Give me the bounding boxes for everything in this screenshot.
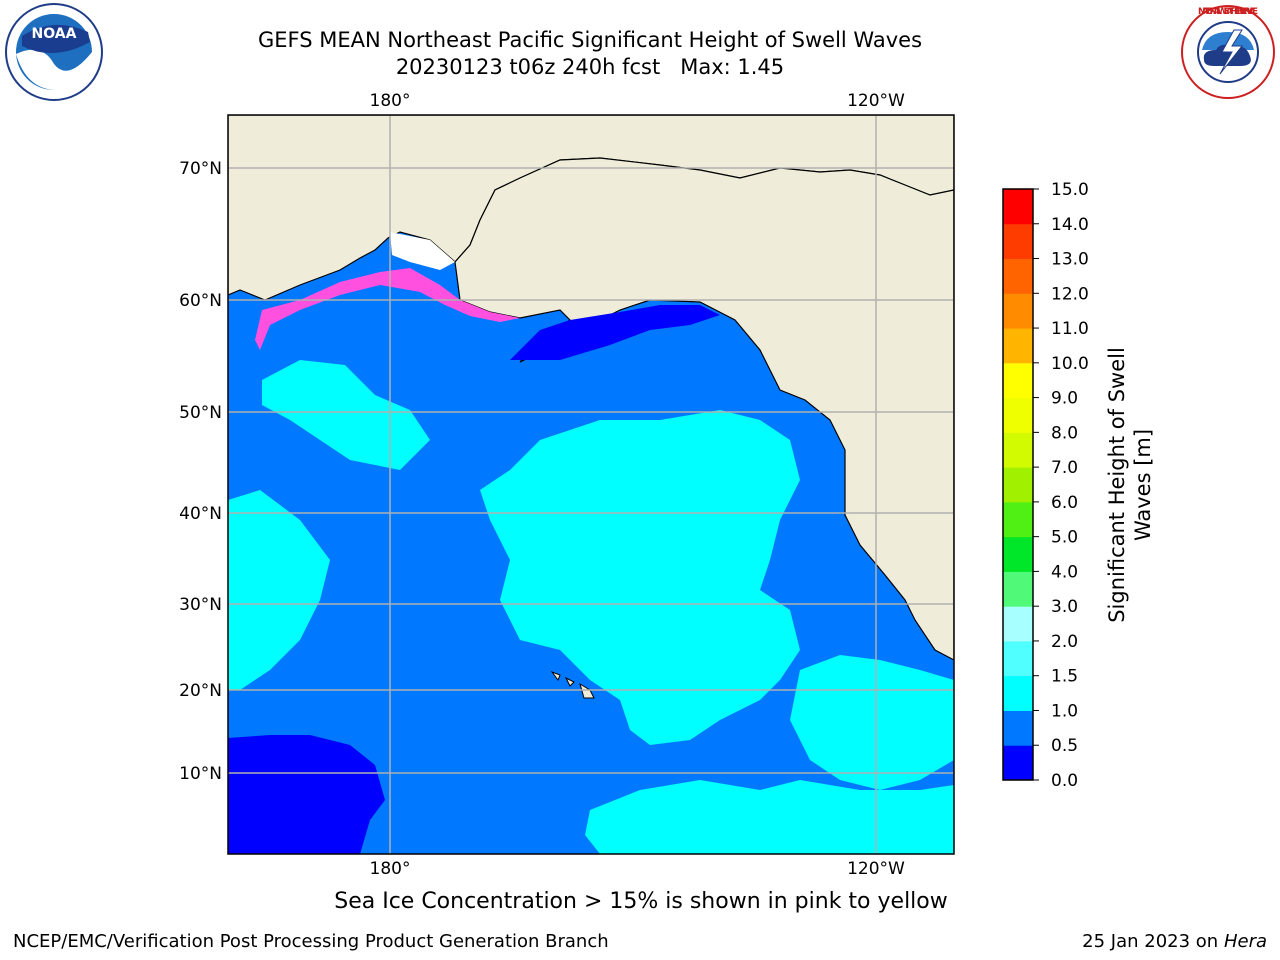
colorbar-segment: [1003, 745, 1033, 781]
lon-label-top-180: 180°: [370, 91, 411, 111]
colorbar-tick-label: 0.5: [1051, 736, 1078, 756]
sea-ice-note: Sea Ice Concentration > 15% is shown in …: [334, 889, 948, 914]
colorbar-segment: [1003, 223, 1033, 260]
ocean-mid-south: [585, 780, 954, 854]
colorbar-segment: [1003, 501, 1033, 538]
colorbar-tick-label: 14.0: [1051, 215, 1089, 235]
ocean-low-gulf: [510, 305, 720, 360]
lat-label-20n: 20°N: [179, 681, 222, 701]
sea-ice-band: [255, 268, 520, 350]
colorbar-tick-label: 1.5: [1051, 667, 1078, 687]
colorbar-segment: [1003, 258, 1033, 294]
gridlines: [228, 115, 954, 854]
map-subtitle: 20230123 t06z 240h fcst Max: 1.45: [395, 55, 785, 79]
colorbar-segment: [1003, 362, 1033, 399]
colorbar-tick-label: 0.0: [1051, 771, 1078, 791]
lon-label-top-120w: 120°W: [847, 91, 905, 111]
lon-label-bottom-180: 180°: [370, 859, 411, 879]
colorbar-label-line1: Significant Height of Swell: [1105, 347, 1129, 623]
lat-label-70n: 70°N: [179, 159, 222, 179]
lon-label-bottom-120w: 120°W: [847, 859, 905, 879]
ocean-low-southwest: [228, 735, 385, 854]
colorbar-tick-label: 5.0: [1051, 528, 1078, 548]
lat-label-30n: 30°N: [179, 595, 222, 615]
ocean-mid-west: [228, 490, 330, 690]
colorbar-tick-label: 3.0: [1051, 597, 1078, 617]
colorbar-segment: [1003, 571, 1033, 607]
ocean-mid-central: [480, 410, 800, 745]
colorbar-frame: [1002, 188, 1034, 781]
nws-logo-text: NATIONAL WEATHER SERVICE: [1198, 7, 1258, 17]
sea-ice-white: [390, 232, 455, 270]
colorbar-segment: [1003, 397, 1033, 433]
colorbar-segment: [1003, 467, 1033, 503]
colorbar-segment: [1003, 189, 1033, 225]
footer-machine: Hera: [1223, 931, 1267, 952]
footer-credit: NCEP/EMC/Verification Post Processing Pr…: [13, 931, 609, 952]
ocean-mid-north: [262, 360, 430, 470]
colorbar-segment: [1003, 710, 1033, 746]
colorbar-tick-label: 6.0: [1051, 493, 1078, 513]
colorbar-segment: [1003, 675, 1033, 711]
colorbar-segment: [1003, 293, 1033, 329]
colorbar-tick-label: 12.0: [1051, 284, 1089, 304]
hawaii-islands: [550, 670, 595, 699]
footer-date: 25 Jan 2023 on Hera: [1082, 931, 1267, 952]
noaa-logo-text: NOAA: [32, 26, 77, 42]
colorbar: 0.0 0.5 1.0 1.5 2.0 3.0 4.0 5.0 6.0 7.0 8.0 9.0 10.0…: [1002, 180, 1089, 791]
colorbar-tick-label: 15.0: [1051, 180, 1089, 200]
lat-label-10n: 10°N: [179, 764, 222, 784]
colorbar-tick-label: 1.0: [1051, 701, 1078, 721]
colorbar-tick-label: 4.0: [1051, 562, 1078, 582]
colorbar-segment: [1003, 432, 1033, 468]
colorbar-label-line2: Waves [m]: [1131, 429, 1155, 541]
footer-date-text: 25 Jan 2023 on: [1082, 931, 1224, 952]
map-frame: [227, 114, 955, 855]
lat-label-60n: 60°N: [179, 291, 222, 311]
colorbar-segment: [1003, 328, 1033, 364]
lat-label-50n: 50°N: [179, 403, 222, 423]
colorbar-segment: [1003, 640, 1033, 677]
colorbar-tick-label: 7.0: [1051, 458, 1078, 478]
colorbar-tick-label: 10.0: [1051, 354, 1089, 374]
map-title: GEFS MEAN Northeast Pacific Significant …: [257, 28, 923, 52]
noaa-logo-icon: NOAA: [5, 3, 103, 101]
colorbar-tick-label: 11.0: [1051, 319, 1089, 339]
ocean-mid-east: [790, 655, 954, 790]
national-weather-service-logo-icon: NATIONAL WEATHER SERVICE: [1181, 5, 1275, 99]
colorbar-segment: [1003, 536, 1033, 572]
lat-label-40n: 40°N: [179, 504, 222, 524]
colorbar-tick-label: 2.0: [1051, 632, 1078, 652]
colorbar-segment: [1003, 606, 1033, 642]
land-alaska: [454, 157, 954, 661]
colorbar-tick-label: 9.0: [1051, 389, 1078, 409]
colorbar-tick-label: 13.0: [1051, 250, 1089, 270]
colorbar-tick-label: 8.0: [1051, 423, 1078, 443]
